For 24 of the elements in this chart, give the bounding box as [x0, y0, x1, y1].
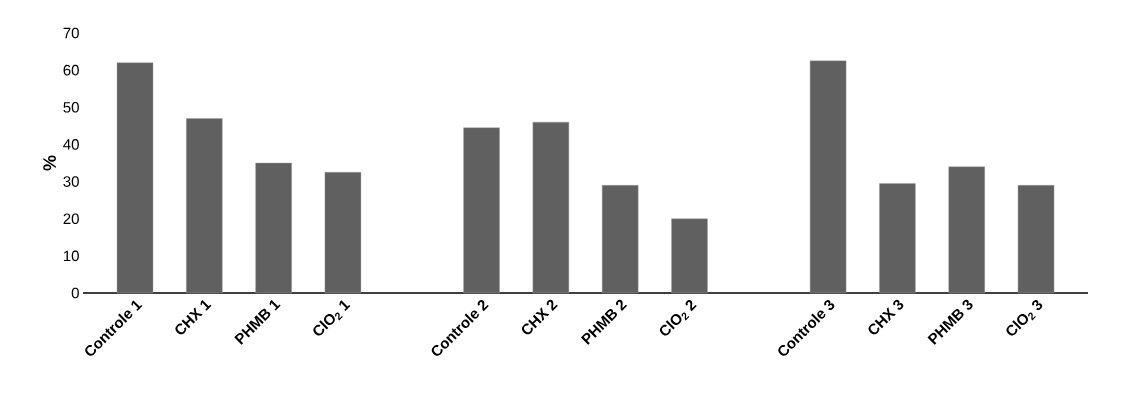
bar	[879, 183, 916, 294]
bar	[532, 121, 570, 294]
y-tick-label: 30	[63, 176, 79, 187]
y-tick-label: 70	[63, 27, 79, 39]
y-tick-label: 60	[63, 64, 79, 76]
y-tick-label: 40	[63, 139, 79, 150]
y-axis-title: %	[43, 155, 56, 171]
bar	[671, 218, 708, 294]
x-tick-label: ClO$_{2}$ 3	[1006, 300, 1043, 336]
bar	[1017, 185, 1055, 294]
bar	[809, 60, 847, 294]
bar	[324, 172, 362, 294]
bar	[463, 127, 500, 294]
x-tick-label: ClO$_{2}$ 2	[659, 299, 697, 336]
bar	[116, 62, 154, 294]
bar	[186, 118, 223, 294]
y-tick-label: 0	[71, 287, 79, 299]
y-tick-label: 50	[63, 101, 79, 113]
bar	[948, 166, 985, 294]
x-tick-label: ClO$_{2}$ 1	[313, 300, 351, 336]
bar	[601, 185, 639, 294]
bar	[255, 162, 292, 294]
y-tick-label: 10	[63, 250, 79, 262]
y-tick-label: 20	[63, 213, 79, 225]
